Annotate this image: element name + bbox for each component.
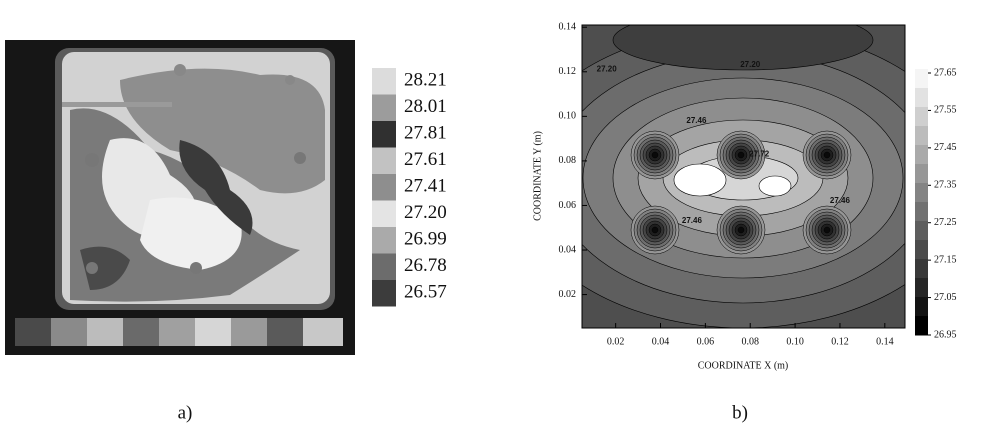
colorbar-label: 26.57 [404, 282, 447, 303]
colorbar-label: 28.21 [404, 70, 447, 91]
x-tick-label: 0.08 [741, 336, 759, 347]
colorbar-swatch [915, 259, 928, 279]
colorbar-label: 27.20 [404, 202, 447, 223]
colorbar-swatch [372, 280, 396, 307]
band [758, 175, 792, 197]
band [612, 25, 874, 71]
colorbar-swatch [915, 126, 928, 146]
hot-spot-ring [823, 151, 831, 159]
colorbar-swatch [915, 164, 928, 184]
hot-spot-ring [737, 151, 745, 159]
contour-label: 27.46 [686, 116, 707, 125]
y-axis-label: COORDINATE Y (m) [532, 131, 543, 221]
contour-label: 27.20 [597, 65, 618, 74]
colorbar-swatch [372, 227, 396, 254]
contour-label: 27.46 [682, 216, 703, 225]
thermal-image [5, 40, 355, 355]
colorbar-label: 27.81 [404, 123, 447, 144]
hot-spot-ring [823, 226, 831, 234]
colorbar-swatch [372, 94, 396, 121]
colorbar-swatch [915, 297, 928, 317]
y-tick-label: 0.06 [559, 200, 577, 211]
x-tick-label: 0.12 [831, 336, 849, 347]
colorbar-swatch [915, 240, 928, 260]
colorbar-swatch [372, 147, 396, 174]
y-tick-label: 0.04 [559, 244, 577, 255]
x-tick-label: 0.14 [876, 336, 894, 347]
y-tick-label: 0.12 [559, 66, 577, 77]
colorbar-label: 26.78 [404, 255, 447, 276]
colorbar-swatch [372, 200, 396, 227]
colorbar-label: 27.15 [934, 254, 957, 265]
hot-spot-ring [651, 226, 659, 234]
colorbar-swatch [915, 88, 928, 108]
y-tick-label: 0.14 [559, 22, 577, 33]
colorbar-label: 28.01 [404, 96, 447, 117]
colorbar-label: 27.55 [934, 105, 957, 116]
colorbar-label: 27.61 [404, 149, 447, 170]
contour-field [582, 25, 905, 328]
colorbar-label: 27.65 [934, 67, 957, 78]
contour-label: 27.72 [749, 149, 770, 158]
colorbar-swatch [915, 145, 928, 165]
y-tick-label: 0.08 [559, 155, 577, 166]
colorbar-label: 27.35 [934, 180, 957, 191]
y-tick-label: 0.02 [559, 289, 577, 300]
y-tick-label: 0.10 [559, 111, 577, 122]
x-tick-label: 0.06 [697, 336, 715, 347]
x-tick-label: 0.10 [786, 336, 804, 347]
colorbar-label: 27.41 [404, 176, 447, 197]
colorbar-swatch [915, 107, 928, 127]
colorbar-swatch [372, 174, 396, 201]
x-tick-label: 0.02 [607, 336, 625, 347]
colorbar-swatch [915, 278, 928, 298]
plot-frame [581, 24, 906, 329]
colorbar-label: 27.05 [934, 292, 957, 303]
x-axis-label: COORDINATE X (m) [698, 360, 789, 371]
colorbar-label: 27.25 [934, 217, 957, 228]
colorbar-swatch [915, 221, 928, 241]
colorbar-swatch [915, 69, 928, 89]
colorbar-swatch [915, 183, 928, 203]
band [673, 163, 727, 197]
colorbar-label: 26.95 [934, 329, 957, 340]
caption-a: a) [178, 402, 193, 423]
contour-label: 27.46 [830, 196, 851, 205]
colorbar-label: 26.99 [404, 229, 447, 250]
contour-label: 27.20 [740, 60, 761, 69]
x-tick-label: 0.04 [652, 336, 670, 347]
hot-spot-ring [737, 226, 745, 234]
colorbar-swatch [915, 316, 928, 336]
colorbar-label: 27.45 [934, 142, 957, 153]
colorbar-swatch [372, 121, 396, 148]
colorbar-swatch [372, 68, 396, 95]
hot-spot-ring [651, 151, 659, 159]
colorbar-swatch [372, 253, 396, 280]
colorbar-swatch [915, 202, 928, 222]
caption-b: b) [732, 402, 748, 423]
